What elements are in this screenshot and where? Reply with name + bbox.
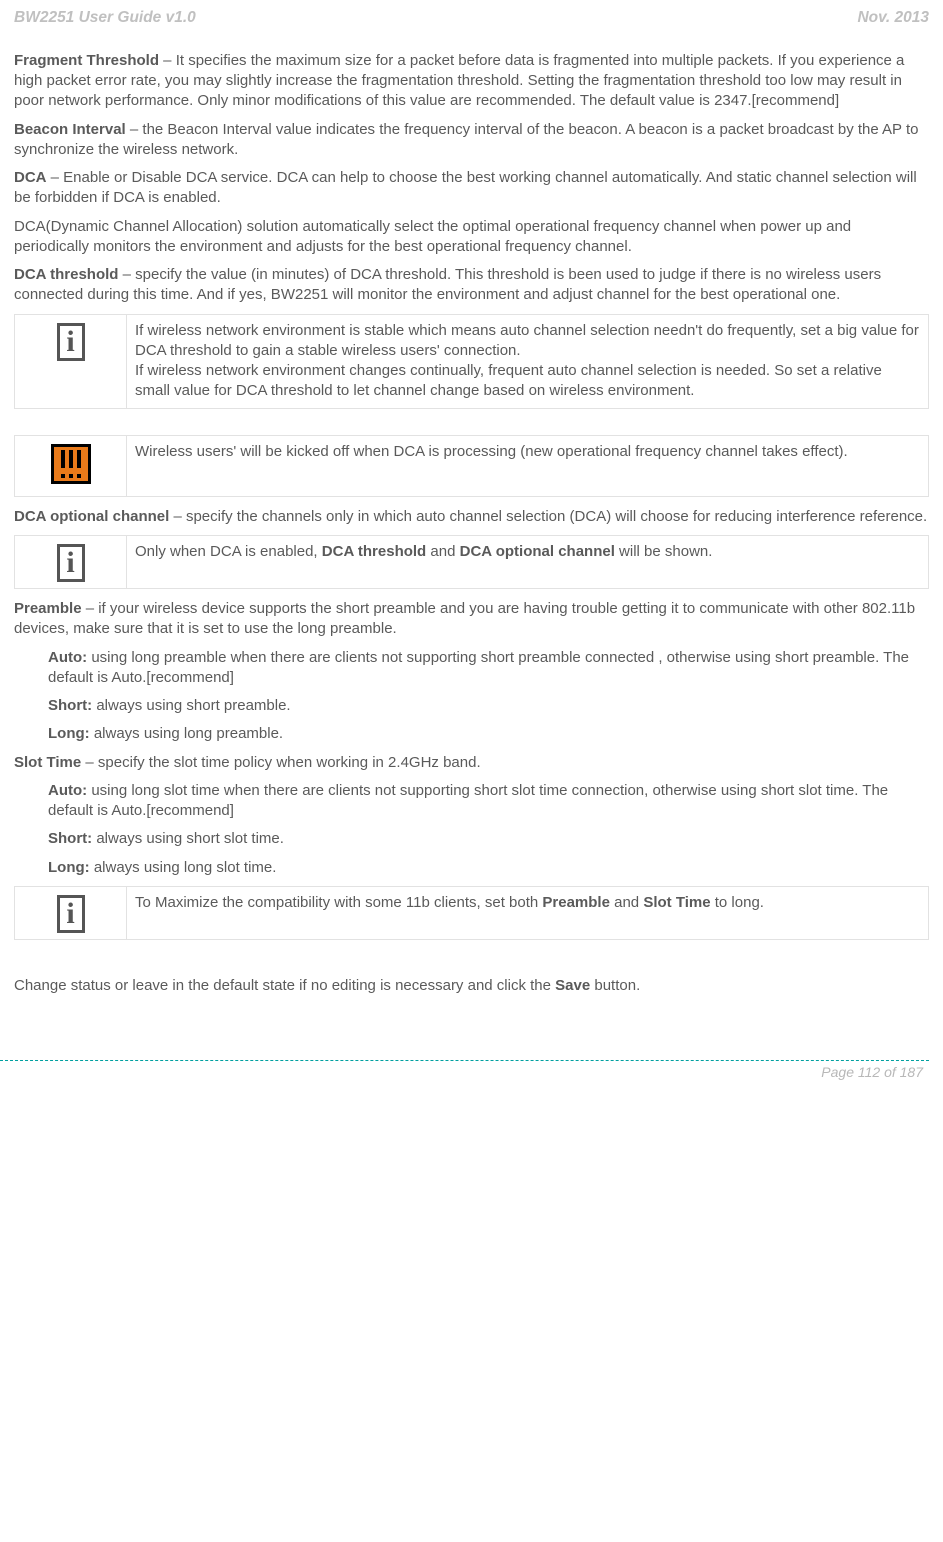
- term-fragment-threshold: Fragment Threshold: [14, 52, 159, 69]
- option-label: Long:: [48, 725, 90, 742]
- bold-fragment: Preamble: [542, 894, 610, 911]
- info-text: If wireless network environment is stabl…: [127, 314, 929, 408]
- para-fragment-threshold: Fragment Threshold – It specifies the ma…: [14, 51, 929, 112]
- info-icon: i: [57, 544, 85, 582]
- doc-title: BW2251 User Guide v1.0: [14, 8, 196, 29]
- option-text: using long slot time when there are clie…: [48, 782, 888, 819]
- text-fragment: will be shown.: [615, 543, 713, 560]
- body-text: – if your wireless device supports the s…: [14, 600, 915, 637]
- preamble-auto: Auto: using long preamble when there are…: [48, 648, 919, 689]
- option-label: Long:: [48, 859, 90, 876]
- info-icon-cell: i: [15, 536, 127, 589]
- text-fragment: to long.: [711, 894, 764, 911]
- info-icon-cell: i: [15, 886, 127, 939]
- page-header: BW2251 User Guide v1.0 Nov. 2013: [14, 6, 929, 43]
- text-fragment: Only when DCA is enabled,: [135, 543, 322, 560]
- body-text: – specify the channels only in which aut…: [169, 508, 927, 525]
- term-dca-threshold: DCA threshold: [14, 266, 118, 283]
- warning-box-dca: Wireless users' will be kicked off when …: [14, 435, 929, 497]
- bold-fragment: DCA threshold: [322, 543, 426, 560]
- info-box-dca-threshold: i If wireless network environment is sta…: [14, 314, 929, 409]
- para-beacon-interval: Beacon Interval – the Beacon Interval va…: [14, 120, 929, 161]
- slot-auto: Auto: using long slot time when there ar…: [48, 781, 919, 822]
- term-preamble: Preamble: [14, 600, 82, 617]
- page-number: Page 112 of 187: [0, 1063, 929, 1082]
- body-text: – specify the slot time policy when work…: [81, 754, 480, 771]
- body-text: – Enable or Disable DCA service. DCA can…: [14, 169, 917, 206]
- option-text: always using long slot time.: [90, 859, 277, 876]
- term-dca-optional-channel: DCA optional channel: [14, 508, 169, 525]
- text-fragment: To Maximize the compatibility with some …: [135, 894, 542, 911]
- info-box-dca-optional: i Only when DCA is enabled, DCA threshol…: [14, 535, 929, 589]
- para-dca-explain: DCA(Dynamic Channel Allocation) solution…: [14, 217, 929, 258]
- text-fragment: and: [426, 543, 459, 560]
- warning-text: Wireless users' will be kicked off when …: [127, 435, 929, 496]
- footer-divider: [0, 1060, 929, 1061]
- bold-fragment: DCA optional channel: [460, 543, 615, 560]
- info-text-line: If wireless network environment is stabl…: [135, 321, 920, 362]
- option-label: Short:: [48, 697, 92, 714]
- option-label: Short:: [48, 830, 92, 847]
- bold-fragment: Slot Time: [643, 894, 710, 911]
- body-text: – specify the value (in minutes) of DCA …: [14, 266, 881, 303]
- text-fragment: Change status or leave in the default st…: [14, 977, 555, 994]
- slot-short: Short: always using short slot time.: [48, 829, 919, 849]
- text-fragment: and: [610, 894, 643, 911]
- info-text-line: If wireless network environment changes …: [135, 361, 920, 402]
- body-text: – the Beacon Interval value indicates th…: [14, 121, 918, 158]
- para-dca-optional-channel: DCA optional channel – specify the chann…: [14, 507, 929, 527]
- para-dca-threshold: DCA threshold – specify the value (in mi…: [14, 265, 929, 306]
- para-preamble: Preamble – if your wireless device suppo…: [14, 599, 929, 640]
- info-icon: i: [57, 895, 85, 933]
- option-text: always using short preamble.: [92, 697, 290, 714]
- info-icon: i: [57, 323, 85, 361]
- doc-date: Nov. 2013: [857, 8, 929, 29]
- info-text: Only when DCA is enabled, DCA threshold …: [127, 536, 929, 589]
- page-footer: Page 112 of 187: [0, 1060, 943, 1092]
- option-text: always using long preamble.: [90, 725, 283, 742]
- term-beacon-interval: Beacon Interval: [14, 121, 126, 138]
- term-dca: DCA: [14, 169, 47, 186]
- text-fragment: button.: [590, 977, 640, 994]
- para-slot-time: Slot Time – specify the slot time policy…: [14, 753, 929, 773]
- info-box-compatibility: i To Maximize the compatibility with som…: [14, 886, 929, 940]
- preamble-long: Long: always using long preamble.: [48, 724, 919, 744]
- term-slot-time: Slot Time: [14, 754, 81, 771]
- warning-icon-cell: [15, 435, 127, 496]
- option-text: always using short slot time.: [92, 830, 284, 847]
- info-text: To Maximize the compatibility with some …: [127, 886, 929, 939]
- option-label: Auto:: [48, 649, 87, 666]
- slot-long: Long: always using long slot time.: [48, 858, 919, 878]
- option-label: Auto:: [48, 782, 87, 799]
- preamble-short: Short: always using short preamble.: [48, 696, 919, 716]
- info-icon-cell: i: [15, 314, 127, 408]
- para-save: Change status or leave in the default st…: [14, 976, 929, 996]
- para-dca: DCA – Enable or Disable DCA service. DCA…: [14, 168, 929, 209]
- warning-icon: [51, 444, 91, 484]
- bold-fragment: Save: [555, 977, 590, 994]
- option-text: using long preamble when there are clien…: [48, 649, 909, 686]
